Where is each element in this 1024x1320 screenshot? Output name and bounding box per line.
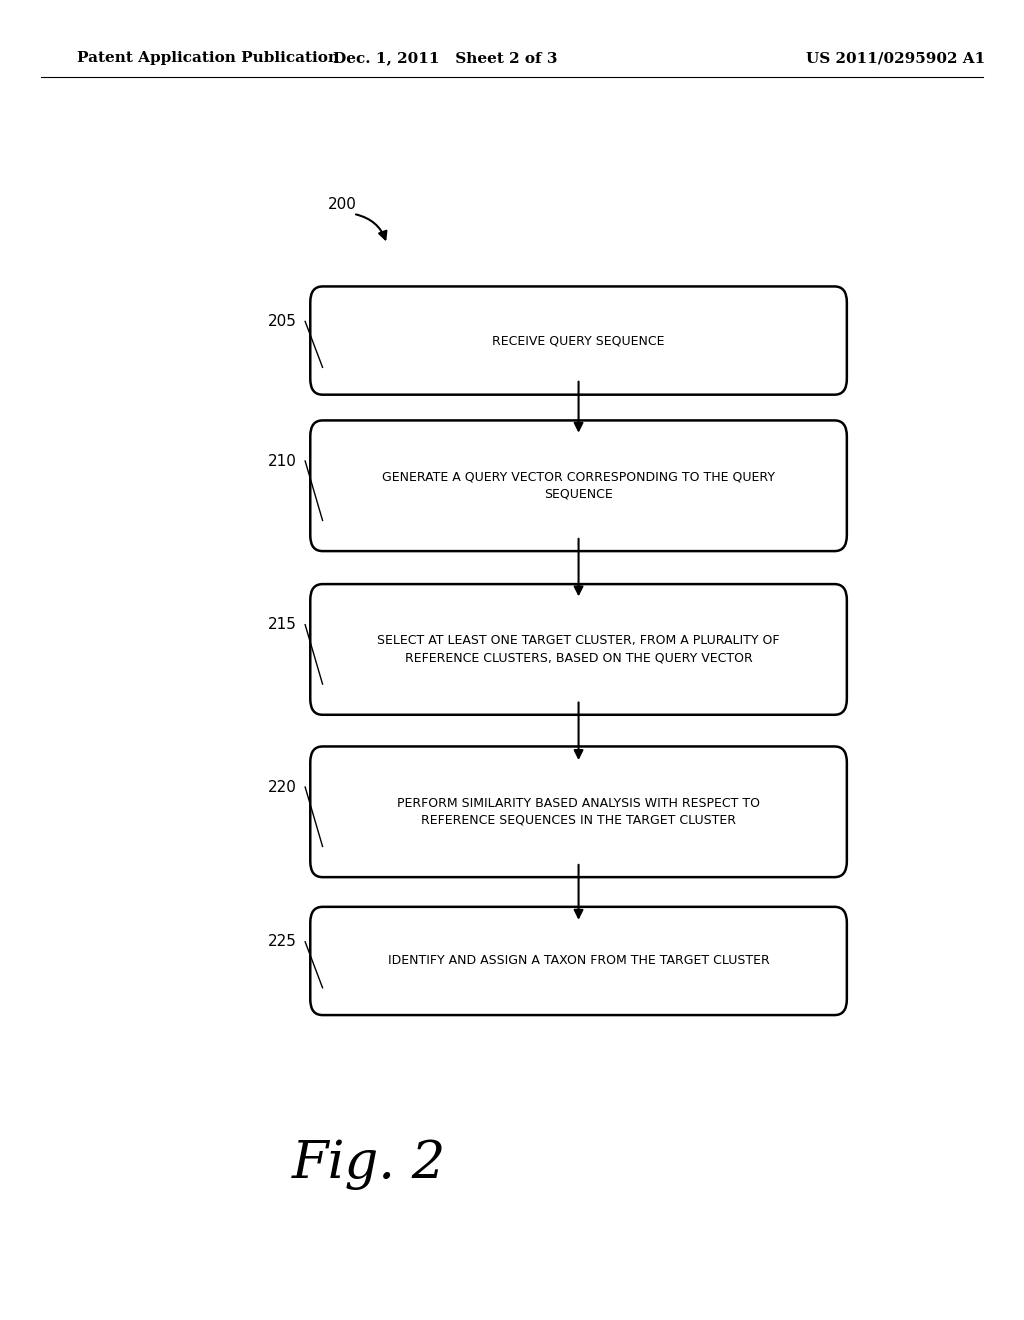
Text: Patent Application Publication: Patent Application Publication — [77, 51, 339, 65]
Text: IDENTIFY AND ASSIGN A TAXON FROM THE TARGET CLUSTER: IDENTIFY AND ASSIGN A TAXON FROM THE TAR… — [388, 954, 769, 968]
Text: US 2011/0295902 A1: US 2011/0295902 A1 — [806, 51, 986, 65]
Text: Fig. 2: Fig. 2 — [292, 1139, 445, 1189]
Text: Dec. 1, 2011   Sheet 2 of 3: Dec. 1, 2011 Sheet 2 of 3 — [333, 51, 558, 65]
Text: RECEIVE QUERY SEQUENCE: RECEIVE QUERY SEQUENCE — [493, 334, 665, 347]
Text: 220: 220 — [268, 780, 297, 795]
FancyBboxPatch shape — [310, 907, 847, 1015]
Text: 205: 205 — [268, 314, 297, 329]
FancyBboxPatch shape — [310, 747, 847, 876]
Text: SELECT AT LEAST ONE TARGET CLUSTER, FROM A PLURALITY OF
REFERENCE CLUSTERS, BASE: SELECT AT LEAST ONE TARGET CLUSTER, FROM… — [377, 635, 780, 664]
Text: 215: 215 — [268, 618, 297, 632]
FancyBboxPatch shape — [310, 286, 847, 395]
Text: GENERATE A QUERY VECTOR CORRESPONDING TO THE QUERY
SEQUENCE: GENERATE A QUERY VECTOR CORRESPONDING TO… — [382, 471, 775, 500]
Text: 200: 200 — [328, 197, 356, 213]
Text: 210: 210 — [268, 454, 297, 469]
Text: PERFORM SIMILARITY BASED ANALYSIS WITH RESPECT TO
REFERENCE SEQUENCES IN THE TAR: PERFORM SIMILARITY BASED ANALYSIS WITH R… — [397, 797, 760, 826]
FancyBboxPatch shape — [310, 420, 847, 552]
FancyBboxPatch shape — [310, 583, 847, 715]
Text: 225: 225 — [268, 935, 297, 949]
